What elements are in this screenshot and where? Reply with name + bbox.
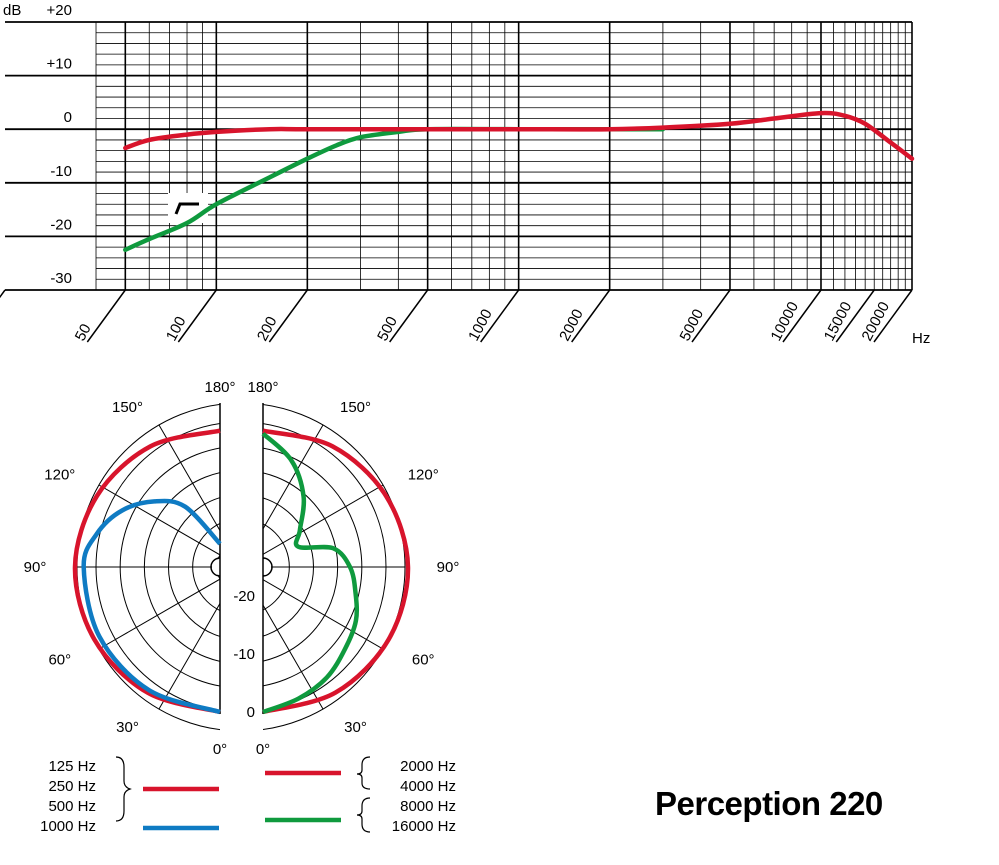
legend-label-right: 4000 Hz	[400, 778, 456, 795]
x-tick-slant	[389, 289, 429, 343]
polar-angle-label-left: 150°	[112, 399, 143, 416]
polar-angle-label-right: 60°	[412, 652, 435, 669]
highpass-icon-bg	[168, 193, 208, 223]
legend-label-left: 500 Hz	[48, 798, 96, 815]
polar-angle-label-left: 30°	[116, 719, 139, 736]
legend-brace-right-top	[356, 756, 371, 790]
x-tick-label: 2000	[556, 306, 587, 343]
y-tick-label: -20	[50, 216, 72, 233]
x-axis-unit-label: Hz	[912, 330, 930, 347]
polar-curve-right-red	[262, 428, 411, 715]
polar-radial-label: -10	[233, 646, 255, 663]
response-curve-green	[123, 126, 666, 253]
polar-angle-label-left: 180°	[204, 380, 235, 396]
frequency-response-chart: +20+100-10-20-30dB2050100200500100020005…	[0, 2, 930, 347]
y-tick-label: -30	[50, 270, 72, 287]
polar-hub-arc-right	[262, 557, 273, 577]
polar-angle-label-right: 90°	[437, 559, 460, 576]
x-tick-label: 15000	[821, 299, 856, 344]
polar-radial-label: 0	[247, 704, 255, 721]
legend-label-right: 2000 Hz	[400, 758, 456, 775]
polar-angle-label-left: 90°	[24, 559, 47, 576]
x-tick-slant	[177, 289, 217, 343]
polar-angle-label-right: 150°	[340, 399, 371, 416]
x-tick-slant	[480, 289, 520, 343]
x-tick-slant	[571, 289, 611, 343]
legend-label-left: 250 Hz	[48, 778, 96, 795]
y-tick-label: -10	[50, 163, 72, 180]
polar-angle-label-right: 0°	[256, 741, 270, 758]
x-tick-label: 100	[163, 314, 190, 344]
x-tick-label: 200	[254, 314, 281, 344]
polar-angle-label-right: 30°	[344, 719, 367, 736]
x-tick-slant	[86, 289, 126, 343]
x-tick-label: 20000	[859, 299, 894, 344]
y-tick-label: +10	[47, 56, 72, 73]
polar-spoke	[263, 604, 324, 710]
polar-radial-label: -20	[233, 588, 255, 605]
legend-brace-left	[115, 756, 132, 822]
polar-spoke	[158, 424, 220, 532]
polar-spoke	[98, 484, 220, 556]
x-tick-slant	[835, 289, 875, 343]
frequency-grid	[5, 21, 913, 291]
x-tick-label: 500	[374, 314, 401, 344]
highpass-filter-icon	[168, 193, 208, 223]
y-axis-unit-label: dB	[3, 2, 21, 19]
polar-angle-label-right: 120°	[408, 467, 439, 484]
x-tick-label: 1000	[465, 306, 496, 343]
highpass-icon-glyph	[174, 202, 199, 215]
polar-center-gap	[220, 400, 263, 720]
legend-label-left: 1000 Hz	[40, 818, 96, 835]
x-tick-label: 50	[72, 321, 95, 344]
x-tick-slant	[268, 289, 308, 343]
legend-brace-right-bottom	[356, 797, 371, 833]
polar-angle-label-left: 120°	[44, 467, 75, 484]
polar-angle-label-right: 180°	[247, 380, 278, 396]
polar-spoke	[98, 578, 220, 650]
polar-curve-left-blue	[81, 498, 222, 715]
polar-hub-arc-left	[210, 557, 221, 577]
polar-spoke	[158, 602, 220, 710]
polar-spoke	[263, 424, 324, 530]
y-tick-label: +20	[47, 2, 72, 19]
response-curve-red	[123, 110, 915, 161]
polar-legend: 125 Hz 250 Hz 500 Hz 1000 Hz 2000 Hz 4000 Hz 8…	[40, 756, 456, 835]
x-tick-slant	[691, 289, 731, 343]
polar-curve-left-red	[72, 428, 221, 715]
polar-spoke	[263, 484, 384, 555]
legend-label-right: 16000 Hz	[392, 818, 456, 835]
y-tick-label: 0	[64, 109, 72, 126]
polar-spoke	[263, 579, 384, 650]
polar-angle-label-left: 0°	[213, 741, 227, 758]
polar-curve-right-green	[261, 431, 360, 715]
x-tick-slant	[782, 289, 822, 343]
polar-pattern-chart: 180° 180° 150° 150° 120° 120° 90° 90° 60° 60° 30° 3…	[24, 380, 460, 835]
x-tick-slant	[873, 289, 913, 343]
x-tick-slant	[0, 289, 6, 299]
legend-label-left: 125 Hz	[48, 758, 96, 775]
product-title: Perception 220	[655, 785, 883, 822]
polar-angle-label-left: 60°	[48, 652, 71, 669]
x-tick-label: 5000	[676, 306, 707, 343]
legend-label-right: 8000 Hz	[400, 798, 456, 815]
x-axis-ticks	[0, 289, 913, 343]
x-tick-label: 10000	[768, 299, 803, 344]
